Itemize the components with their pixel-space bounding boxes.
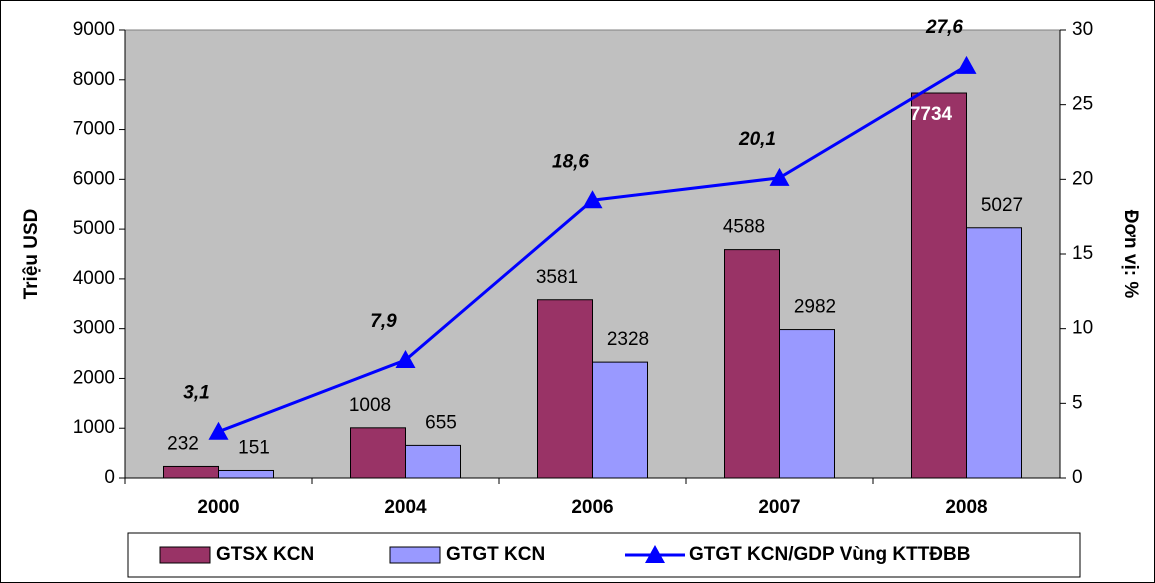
bar-value-label: 5027	[981, 195, 1023, 216]
y-tick-label: 4000	[73, 268, 115, 289]
line-value-label: 3,1	[183, 383, 209, 404]
legend-swatch	[389, 546, 441, 564]
bar	[724, 249, 780, 479]
y-tick-label: 2000	[73, 367, 115, 388]
y2-tick-label: 20	[1072, 168, 1093, 189]
bar-value-label: 7734	[910, 104, 953, 125]
line-marker	[582, 190, 603, 209]
y-tick-label: 1000	[73, 417, 115, 438]
legend-label: GTGT KCN/GDP Vùng KTTĐBB	[689, 544, 970, 565]
y2-tick-label: 10	[1072, 318, 1093, 339]
bar-value-label: 4588	[723, 217, 765, 238]
y2-tick-label: 0	[1072, 467, 1083, 488]
legend-label: GTGT KCN	[446, 544, 545, 565]
x-tick-label: 2000	[197, 497, 239, 518]
bar-value-label: 655	[425, 412, 457, 433]
bar	[218, 469, 274, 479]
line-marker	[208, 421, 229, 440]
bar	[592, 361, 648, 479]
y-tick-label: 6000	[73, 168, 115, 189]
y-tick-label: 9000	[73, 19, 115, 40]
legend-marker	[645, 545, 665, 563]
y-tick-label: 3000	[73, 318, 115, 339]
y2-tick-label: 30	[1072, 19, 1093, 40]
bar-value-label: 151	[238, 437, 270, 458]
bar	[350, 427, 406, 479]
x-tick-label: 2006	[571, 497, 613, 518]
line-value-label: 20,1	[738, 129, 776, 150]
y2-axis-label: Đơn vị: %	[1120, 210, 1141, 299]
line-value-label: 27,6	[925, 17, 963, 38]
bar	[911, 92, 967, 479]
x-tick-label: 2008	[945, 497, 987, 518]
y2-tick-label: 25	[1072, 94, 1093, 115]
line-marker	[769, 167, 790, 186]
y2-tick-label: 15	[1072, 243, 1093, 264]
line-marker	[956, 55, 977, 74]
bar-value-label: 3581	[536, 267, 578, 288]
line-marker	[395, 350, 416, 369]
y-tick-label: 5000	[73, 218, 115, 239]
bar-value-label: 2982	[794, 297, 836, 318]
bar-value-label: 232	[167, 433, 199, 454]
bar	[405, 444, 461, 479]
bar	[966, 227, 1022, 479]
legend-label: GTSX KCN	[216, 544, 314, 565]
legend-swatch	[159, 546, 211, 564]
line-value-label: 18,6	[552, 151, 589, 172]
y-axis-label: Triệu USD	[21, 209, 42, 300]
bar	[779, 329, 835, 479]
y-tick-label: 7000	[73, 119, 115, 140]
bar-value-label: 1008	[349, 395, 391, 416]
bar-value-label: 2328	[607, 329, 649, 350]
legend-box	[127, 532, 1081, 578]
x-tick-label: 2004	[384, 497, 427, 518]
y-tick-label: 0	[104, 467, 115, 488]
x-tick-label: 2007	[758, 497, 800, 518]
y-tick-label: 8000	[73, 69, 115, 90]
y2-tick-label: 5	[1072, 392, 1083, 413]
bar	[163, 465, 219, 479]
bar	[537, 299, 593, 479]
line-value-label: 7,9	[370, 311, 397, 332]
